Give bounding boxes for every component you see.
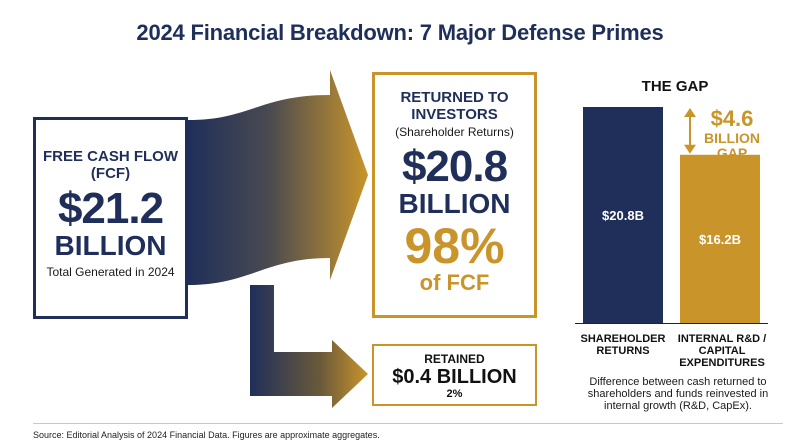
returned-percent: 98% (404, 218, 505, 274)
returned-heading-1: RETURNED TO (400, 89, 509, 106)
returned-unit: BILLION (398, 188, 511, 219)
retained-amount: $0.4 BILLION (392, 366, 517, 388)
source-note: Source: Editorial Analysis of 2024 Finan… (33, 430, 380, 440)
bar-value-label-0: $20.8B (602, 208, 644, 223)
returned-box: RETURNED TO INVESTORS (Shareholder Retur… (372, 72, 537, 318)
gap-title: THE GAP (641, 78, 709, 95)
retained-box: RETAINED $0.4 BILLION 2% (372, 344, 537, 406)
page-title: 2024 Financial Breakdown: 7 Major Defens… (136, 20, 664, 45)
retained-label: RETAINED (424, 352, 485, 366)
gap-callout: $4.6 BILLION GAP (697, 107, 767, 161)
gap-arrow-up-head (684, 108, 696, 117)
gap-arrow-down-head (684, 144, 696, 154)
fcf-subtitle: Total Generated in 2024 (46, 265, 175, 279)
fcf-amount: $21.2 (57, 184, 164, 233)
returned-amount: $20.8 (401, 142, 508, 191)
fcf-abbrev: (FCF) (90, 165, 131, 182)
gap-note: Difference between cash returned to shar… (587, 376, 769, 412)
returned-flow-arrow (188, 70, 368, 285)
bar-0 (583, 107, 663, 323)
bar-value-label-1: $16.2B (699, 232, 741, 247)
fcf-box: FREE CASH FLOW (FCF) $21.2 BILLION Total… (33, 117, 188, 319)
gap-bar-chart: $20.8B $16.2B (575, 107, 768, 324)
returned-subheading: (Shareholder Returns) (395, 125, 514, 139)
fcf-unit: BILLION (54, 230, 167, 261)
gap-callout-value: $4.6 (710, 106, 754, 131)
retained-flow-arrow (250, 285, 368, 408)
returned-heading-2: INVESTORS (411, 106, 498, 123)
category-label-shareholder: SHAREHOLDER RETURNS (580, 333, 666, 357)
gap-callout-word: GAP (716, 145, 748, 161)
gap-callout-unit: BILLION (704, 130, 760, 146)
fcf-label: FREE CASH FLOW (43, 148, 178, 165)
retained-percent: 2% (446, 388, 463, 400)
footer-divider (33, 423, 783, 424)
bar-1 (680, 154, 760, 323)
category-label-rd-capex: INTERNAL R&D / CAPITAL EXPENDITURES (677, 333, 767, 369)
returned-percent-label: of FCF (419, 270, 490, 295)
